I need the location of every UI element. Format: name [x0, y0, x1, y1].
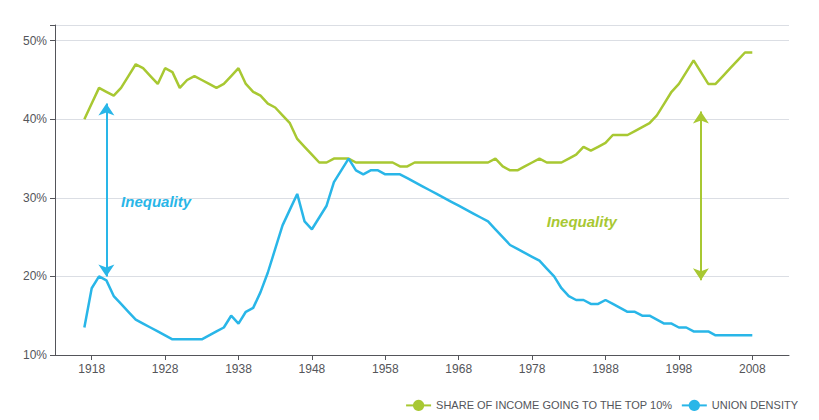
- svg-text:10%: 10%: [23, 348, 47, 362]
- svg-text:1988: 1988: [592, 362, 619, 376]
- svg-text:SHARE OF INCOME GOING TO THE T: SHARE OF INCOME GOING TO THE TOP 10%: [436, 399, 672, 411]
- svg-text:2008: 2008: [739, 362, 766, 376]
- svg-text:1948: 1948: [299, 362, 326, 376]
- svg-text:20%: 20%: [23, 269, 47, 283]
- svg-text:40%: 40%: [23, 112, 47, 126]
- svg-text:1998: 1998: [666, 362, 693, 376]
- svg-text:Inequality: Inequality: [121, 193, 192, 210]
- svg-text:1978: 1978: [519, 362, 546, 376]
- svg-text:30%: 30%: [23, 191, 47, 205]
- svg-text:50%: 50%: [23, 34, 47, 48]
- svg-text:1938: 1938: [225, 362, 252, 376]
- svg-text:1928: 1928: [152, 362, 179, 376]
- svg-text:1918: 1918: [78, 362, 105, 376]
- svg-text:1968: 1968: [445, 362, 472, 376]
- svg-text:UNION DENSITY: UNION DENSITY: [712, 399, 799, 411]
- svg-text:Inequality: Inequality: [547, 213, 618, 230]
- svg-text:1958: 1958: [372, 362, 399, 376]
